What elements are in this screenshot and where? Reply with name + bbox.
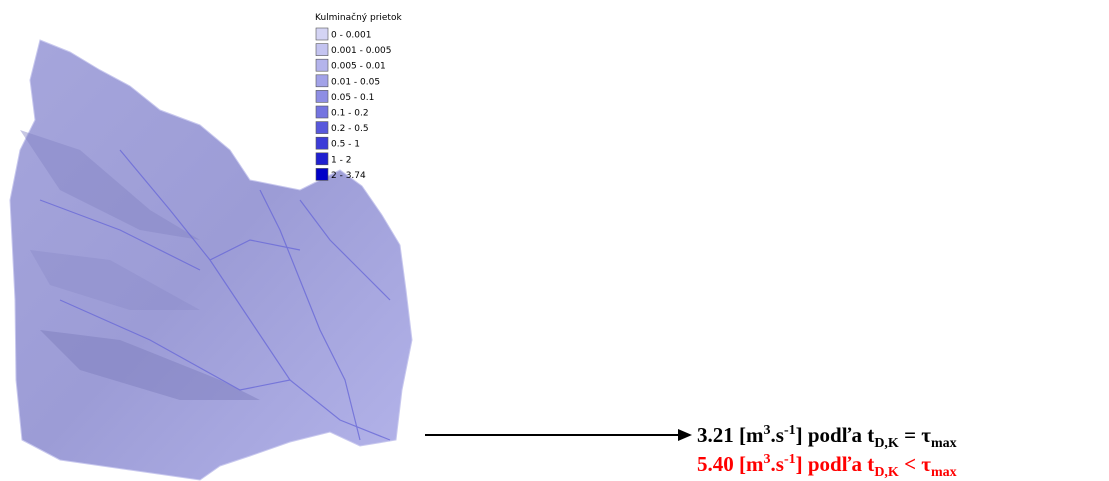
legend-swatch: [316, 122, 328, 134]
legend-swatch: [316, 44, 328, 56]
legend-swatch: [316, 28, 328, 40]
annotation-part: < τ: [899, 452, 931, 476]
arrow: [425, 429, 692, 441]
legend-label: 2 - 3.74: [331, 171, 366, 181]
legend-label: 0.2 - 0.5: [331, 124, 369, 134]
annotation-part: 3.21 [m: [697, 423, 764, 447]
annotation-part: -1: [784, 423, 796, 438]
legend-label: 0.01 - 0.05: [331, 77, 380, 87]
annotation-part: max: [931, 436, 957, 451]
annotation-part: 3: [764, 423, 771, 438]
legend-swatch: [316, 90, 328, 102]
legend: Kulminačný prietok 0 - 0.001 0.001 - 0.00…: [315, 12, 402, 181]
legend-label: 1 - 2: [331, 155, 351, 165]
annotation-part: .s: [771, 452, 784, 476]
annotation-part: D,K: [874, 436, 899, 451]
annotation-part: 3: [764, 452, 771, 467]
annotation-part: ] podľa t: [796, 423, 875, 447]
annotation-part: = τ: [899, 423, 931, 447]
legend-label: 0.5 - 1: [331, 140, 360, 150]
legend-label: 0.05 - 0.1: [331, 93, 374, 103]
legend-label: 0.1 - 0.2: [331, 109, 369, 119]
annotation-part: D,K: [874, 465, 899, 480]
annotation-part: max: [931, 465, 957, 480]
legend-title: Kulminačný prietok: [315, 12, 402, 23]
annotation-line: 3.21 [m3.s-1] podľa tD,K = τmax: [697, 423, 957, 451]
annotation-part: .s: [771, 423, 784, 447]
annotation-part: ] podľa t: [796, 452, 875, 476]
legend-label: 0.001 - 0.005: [331, 46, 392, 56]
legend-swatch: [316, 137, 328, 149]
legend-swatch: [316, 168, 328, 180]
legend-swatch: [316, 153, 328, 165]
annotation-part: 5.40 [m: [697, 452, 764, 476]
annotation-line: 5.40 [m3.s-1] podľa tD,K < τmax: [697, 452, 957, 480]
legend-swatch: [316, 106, 328, 118]
legend-label: 0.005 - 0.01: [331, 62, 386, 72]
legend-swatch: [316, 75, 328, 87]
annotation-part: -1: [784, 452, 796, 467]
terrain-map: [10, 40, 412, 480]
legend-swatch: [316, 59, 328, 71]
screenshot: Kulminačný prietok 0 - 0.001 0.001 - 0.00…: [0, 0, 1109, 481]
legend-label: 0 - 0.001: [331, 31, 371, 41]
